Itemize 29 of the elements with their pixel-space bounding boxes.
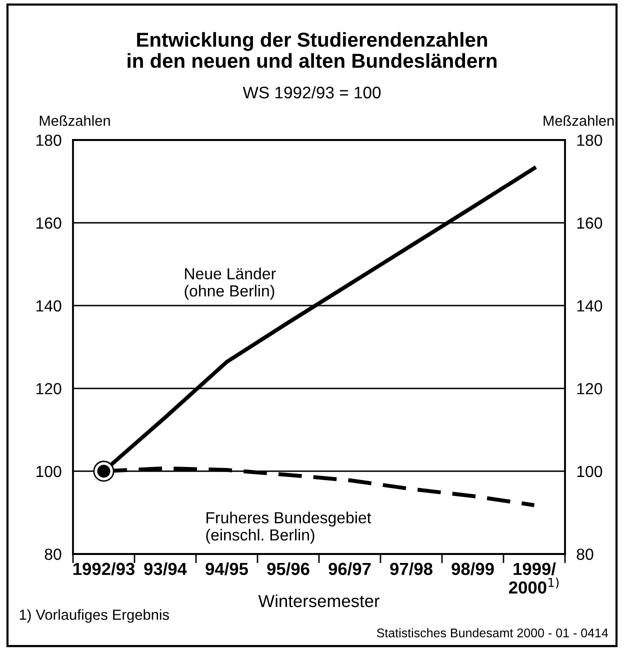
- x-tick-label: 93/94: [144, 562, 187, 576]
- text: Statistisches Bundesamt 2000 - 01 - 0414: [376, 628, 608, 638]
- y2-tick-label: 160: [577, 217, 602, 229]
- y2-axis-title: Meßzahlen: [544, 115, 614, 126]
- y2-tick-label: 180: [577, 134, 602, 146]
- x-tick-label: 94/95: [206, 562, 248, 576]
- y2-tick-label: 140: [577, 300, 602, 312]
- x-tick-label: 96/97: [328, 562, 371, 576]
- chart-subtitle: WS 1992/93 = 100: [242, 86, 381, 98]
- y-tick-label: 160: [36, 217, 62, 229]
- chart-title: Entwicklung der Studierendenzahlen in den neuen und alten Bundesländern: [128, 32, 497, 68]
- y2-tick-label: 80: [576, 548, 594, 560]
- y-tick-label: 100: [36, 466, 62, 478]
- y2-tick-label: 120: [577, 383, 602, 394]
- x-tick-label: 1999/ 2000$^{1)}$: [508, 562, 559, 594]
- x-axis-title: Wintersemester: [258, 594, 380, 608]
- series-label: Neue Länder (ohne Berlin): [184, 268, 276, 300]
- y2-tick-label: 100: [577, 466, 602, 478]
- x-tick-label: 95/96: [267, 562, 310, 576]
- y-tick-label: 140: [36, 300, 62, 312]
- y-tick-label: 80: [44, 548, 62, 560]
- x-tick-label: 98/99: [452, 562, 494, 576]
- y-tick-label: 120: [36, 383, 62, 394]
- y-axis-title: Meßzahlen: [40, 115, 110, 126]
- x-tick-label: 97/98: [390, 562, 432, 576]
- series-label: Fruheres Bundesgebiet (einschl. Berlin): [206, 512, 372, 544]
- text: 1) Vorlaufiges Ergebnis: [20, 609, 169, 623]
- y-tick-label: 180: [36, 134, 62, 146]
- x-tick-label: 1992/93: [73, 562, 135, 576]
